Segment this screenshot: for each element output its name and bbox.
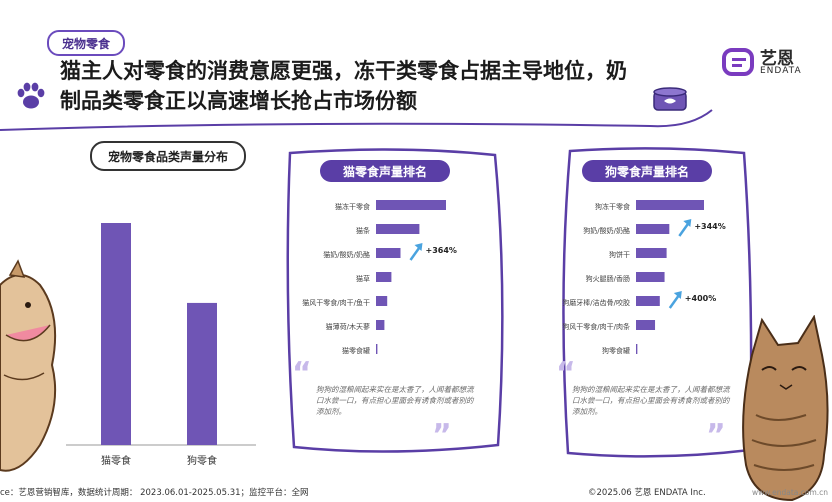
category-label: 猫零食 [101,454,131,467]
dog-quote: 狗狗的湿粮闻起来实在是太香了，人闻着都想流口水尝一口，有点担心里面会有诱食剂或者… [572,385,730,416]
growth-arrow-icon [678,219,692,237]
bar [187,302,217,445]
category-label: 狗零食罐 [602,346,630,355]
category-label: 狗奶/酸奶/奶酪 [583,226,630,235]
food-can-icon [652,86,688,114]
bar [376,224,420,234]
close-quote-icon: ” [432,418,452,453]
category-volume-chart: 猫零食 狗零食 [66,223,256,467]
bar [376,320,385,330]
category-label: 猫条 [356,226,370,235]
growth-label: +400% [685,294,716,303]
growth-arrow-icon [668,291,682,309]
page-headline: 猫主人对零食的消费意愿更强，冻干类零食占据主导地位，奶 制品类零食正以高速增长抢… [60,56,700,116]
cat-panel-frame [286,148,504,453]
copyright: ©2025.06 艺恩 ENDATA Inc. [588,488,706,498]
bar [376,248,401,258]
decorative-curve [0,109,713,131]
brand-logo-icon [722,46,756,78]
open-quote-icon: “ [556,356,576,391]
bar [636,320,656,330]
category-label: 猫零食罐 [342,346,370,355]
section-tag: 宠物零食 [47,30,125,56]
cat-illustration [742,315,829,502]
category-label: 狗火腿肠/香肠 [586,274,630,283]
headline-line-2: 制品类零食正以高速增长抢占市场份额 [60,89,417,113]
bar [636,296,660,306]
cat-quote: 狗狗的湿粮闻起来实在是太香了，人闻着都想流口水尝一口，有点担心里面会有诱食剂或者… [316,385,474,416]
category-label: 狗冻干零食 [595,202,630,211]
dog-illustration [0,259,57,472]
bar [101,223,131,445]
bar [636,272,665,282]
bar [636,200,704,210]
category-label: 狗饼干 [609,250,630,259]
headline-line-1: 猫主人对零食的消费意愿更强，冻干类零食占据主导地位，奶 [60,59,627,83]
bar [376,296,388,306]
bar [636,344,638,354]
cat-panel-title: 猫零食声量排名 [320,160,450,182]
paw-icon [14,80,48,114]
category-label: 狗零食 [187,454,217,467]
growth-arrow-icon [409,243,423,261]
category-label: 猫奶/酸奶/奶酪 [323,250,370,259]
source-note: ce：艺恩营销智库，数据统计周期： 2023.06.01-2025.05.31；… [0,488,309,498]
left-chart-title: 宠物零食品类声量分布 [90,141,246,171]
open-quote-icon: “ [292,356,312,391]
category-label: 猫冻干零食 [335,202,370,211]
website-watermark: www.endata.com.cn [752,488,829,497]
growth-label: +364% [426,246,457,255]
category-label: 狗风干零食/肉干/肉条 [562,322,630,331]
bar [376,200,446,210]
category-label: 狗磨牙棒/洁齿骨/咬胶 [562,298,630,307]
category-label: 猫草 [356,274,370,283]
dog-ranking-chart: 狗冻干零食狗奶/酸奶/奶酪狗饼干狗火腿肠/香肠狗磨牙棒/洁齿骨/咬胶狗风干零食/… [562,200,726,355]
category-label: 猫风干零食/肉干/鱼干 [302,298,370,307]
close-quote-icon: ” [706,418,726,453]
category-label: 猫薄荷/木天蓼 [326,322,370,331]
growth-label: +344% [694,222,725,231]
bar [636,224,670,234]
bar [376,272,392,282]
brand-sub: ENDATA [760,66,802,76]
dog-panel-title: 狗零食声量排名 [582,160,712,182]
bar [636,248,667,258]
bar [376,344,378,354]
brand-name: 艺恩 [760,49,794,69]
